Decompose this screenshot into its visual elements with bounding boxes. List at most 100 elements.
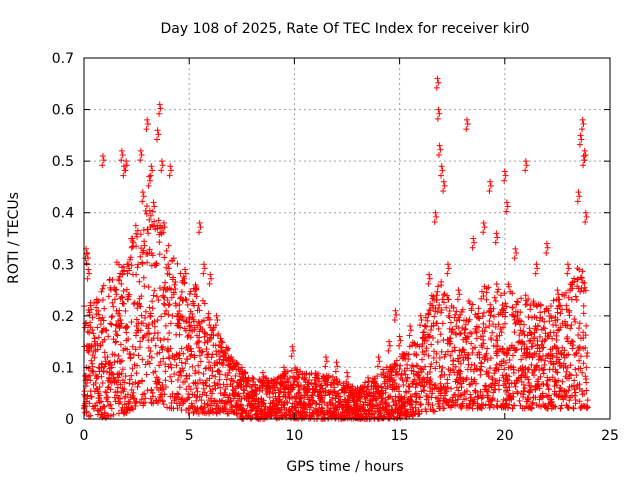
data-point <box>199 348 206 355</box>
data-point <box>105 384 112 391</box>
data-point <box>579 268 586 275</box>
data-point <box>189 363 196 370</box>
data-point <box>534 323 541 330</box>
data-point <box>213 312 220 319</box>
data-point <box>476 366 483 373</box>
data-point <box>184 356 191 363</box>
data-point <box>195 369 202 376</box>
data-point <box>137 303 144 310</box>
data-point <box>156 251 163 258</box>
data-point <box>140 334 147 341</box>
data-point <box>478 405 485 412</box>
data-point <box>216 371 223 378</box>
data-point <box>532 394 539 401</box>
data-point <box>101 363 108 370</box>
data-point <box>115 353 122 360</box>
data-point <box>434 115 441 122</box>
data-point <box>508 342 515 349</box>
data-point <box>583 322 590 329</box>
data-point <box>183 297 190 304</box>
data-point <box>476 315 483 322</box>
data-point <box>565 351 572 358</box>
data-point <box>304 406 311 413</box>
data-point <box>128 372 135 379</box>
data-point <box>158 394 165 401</box>
data-point <box>157 105 164 112</box>
data-point <box>186 290 193 297</box>
data-point <box>422 314 429 321</box>
data-point <box>176 301 183 308</box>
data-point <box>135 261 142 268</box>
data-point <box>131 299 138 306</box>
data-point <box>195 410 202 417</box>
data-point <box>518 356 525 363</box>
data-point <box>468 394 475 401</box>
data-point <box>456 367 463 374</box>
data-point <box>123 162 130 169</box>
data-point <box>412 398 419 405</box>
data-point <box>147 310 154 317</box>
data-point <box>90 405 97 412</box>
data-point <box>184 347 191 354</box>
data-point <box>120 287 127 294</box>
data-point <box>525 296 532 303</box>
data-point <box>123 158 130 165</box>
data-point <box>143 203 150 210</box>
x-tick-label: 25 <box>601 428 619 444</box>
data-point <box>494 342 501 349</box>
data-point <box>100 317 107 324</box>
data-point <box>520 321 527 328</box>
data-point <box>167 345 174 352</box>
data-point <box>408 401 415 408</box>
y-tick-label: 0.3 <box>52 257 74 273</box>
data-point <box>389 395 396 402</box>
data-point <box>316 401 323 408</box>
data-point <box>87 412 94 419</box>
data-point <box>541 361 548 368</box>
data-point <box>433 359 440 366</box>
data-point <box>85 413 92 420</box>
data-point <box>438 387 445 394</box>
data-point <box>106 402 113 409</box>
data-point <box>103 327 110 334</box>
data-point <box>452 391 459 398</box>
data-point <box>214 316 221 323</box>
data-point <box>95 373 102 380</box>
data-point <box>434 288 441 295</box>
data-point <box>395 342 402 349</box>
data-point <box>478 395 485 402</box>
data-point <box>573 372 580 379</box>
data-point <box>407 323 414 330</box>
data-point <box>506 356 513 363</box>
data-point <box>364 384 371 391</box>
data-point <box>150 393 157 400</box>
data-point <box>178 288 185 295</box>
data-point <box>485 284 492 291</box>
data-point <box>565 265 572 272</box>
data-point <box>115 261 122 268</box>
data-point <box>511 402 518 409</box>
data-point <box>280 364 287 371</box>
data-point <box>485 392 492 399</box>
data-point <box>438 172 445 179</box>
data-point <box>504 377 511 384</box>
data-point <box>444 261 451 268</box>
data-point <box>436 354 443 361</box>
data-point <box>464 121 471 128</box>
data-point <box>206 321 213 328</box>
data-point <box>422 363 429 370</box>
data-point <box>399 377 406 384</box>
data-point <box>396 366 403 373</box>
data-point <box>371 414 378 421</box>
data-point <box>385 393 392 400</box>
data-point <box>176 384 183 391</box>
data-point <box>453 384 460 391</box>
data-point <box>504 203 511 210</box>
data-point <box>584 397 591 404</box>
data-point <box>207 402 214 409</box>
data-point <box>487 365 494 372</box>
data-point <box>583 387 590 394</box>
data-point <box>96 395 103 402</box>
data-point <box>135 379 142 386</box>
data-point <box>566 371 573 378</box>
